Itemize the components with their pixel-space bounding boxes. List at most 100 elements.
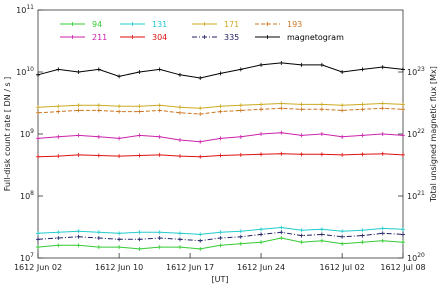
point-marker [401,240,405,245]
point-marker [401,107,405,112]
point-marker [56,67,61,72]
point-marker [360,152,365,157]
point-marker [36,136,40,141]
point-marker [340,108,345,113]
point-marker [177,105,182,110]
point-marker [218,230,223,235]
point-marker [56,109,61,114]
legend-marker [202,22,207,26]
point-marker [157,236,162,241]
point-marker [117,245,122,250]
legend-marker [265,22,270,26]
point-marker [319,238,324,243]
point-marker [299,233,304,238]
point-marker [177,231,182,236]
tick-label-exponent: 9 [30,128,34,135]
point-marker [198,232,203,237]
point-marker [299,62,304,67]
point-marker [198,106,203,111]
tick-label-base: 10 [407,68,417,77]
point-marker [340,241,345,246]
point-marker [259,232,264,237]
point-marker [340,234,345,239]
point-marker [177,72,182,77]
point-marker [319,227,324,232]
legend-label: 94 [92,20,102,29]
tick-label-exponent: 22 [417,128,425,135]
point-marker [96,108,101,113]
point-marker [157,103,162,108]
point-marker [36,72,40,77]
point-marker [299,228,304,233]
tick-label-base: 10 [20,254,30,263]
tick-label-base: 10 [16,6,26,15]
point-marker [137,230,142,235]
point-marker [96,245,101,250]
tick-label-base: 10 [16,68,26,77]
point-marker [380,151,385,156]
point-marker [259,227,264,232]
point-marker [36,110,40,115]
point-marker [340,103,345,108]
point-marker [157,230,162,235]
point-marker [198,238,203,243]
point-marker [177,154,182,159]
tick-label: 1010 [16,66,34,77]
point-marker [299,152,304,157]
point-marker [360,240,365,245]
point-marker [380,65,385,70]
x-tick-label: 1612 Jun 17 [166,263,214,272]
legend-marker [130,35,135,39]
point-marker [157,152,162,157]
point-marker [56,154,61,159]
point-marker [76,152,81,157]
tick-label: 1020 [407,252,425,263]
point-marker [238,234,243,239]
point-marker [259,62,264,67]
point-marker [238,67,243,72]
plot-frame [37,9,404,259]
tick-label: 1011 [16,4,34,15]
point-marker [76,108,81,113]
tick-label: 109 [20,128,34,139]
point-marker [279,130,284,135]
point-marker [340,152,345,157]
point-marker [238,108,243,113]
series-line [37,62,404,79]
point-marker [401,227,405,232]
point-marker [259,107,264,112]
point-marker [401,133,405,138]
point-marker [36,231,40,236]
point-marker [218,243,223,248]
point-marker [117,109,122,114]
tick-label-exponent: 20 [417,252,425,259]
point-marker [157,134,162,139]
point-marker [56,230,61,235]
tick-label: 1023 [407,66,425,77]
point-marker [198,154,203,159]
point-marker [259,102,264,107]
legend-marker [70,35,75,39]
x-tick-label: 1612 Jul 08 [380,263,425,272]
point-marker [279,106,284,111]
point-marker [198,246,203,251]
legend-marker [130,22,135,26]
point-marker [56,134,61,139]
point-marker [96,153,101,158]
point-marker [137,246,142,251]
point-marker [218,136,223,141]
point-marker [76,229,81,234]
point-marker [157,67,162,72]
legend-label: 304 [152,33,167,42]
point-marker [76,103,81,108]
tick-label-base: 10 [20,192,30,201]
point-marker [96,103,101,108]
point-marker [360,133,365,138]
point-marker [319,102,324,107]
point-marker [117,237,122,242]
point-marker [96,67,101,72]
point-marker [177,245,182,250]
point-marker [157,108,162,113]
point-marker [177,138,182,143]
